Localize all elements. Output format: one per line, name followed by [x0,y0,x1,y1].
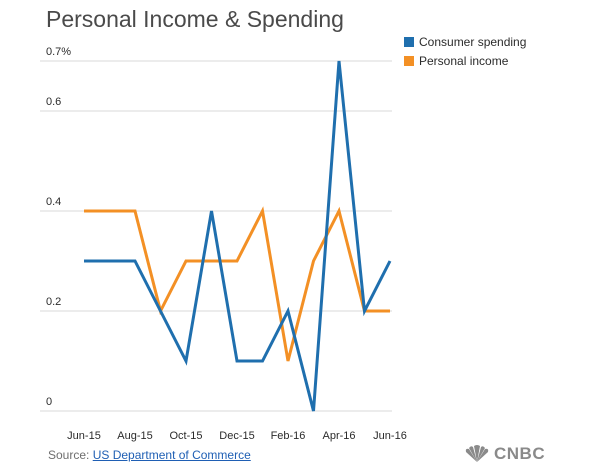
x-tick-label: Dec-15 [219,430,254,442]
cnbc-wordmark: CNBC [494,444,546,463]
legend-swatch [404,37,414,47]
x-tick-label: Aug-15 [117,430,152,442]
source-link[interactable]: US Department of Commerce [92,448,251,462]
plot-area [84,60,392,412]
source-prefix: Source: [48,448,93,462]
y-tick-label: 0.6 [46,96,61,108]
cnbc-logo: CNBC [464,444,545,464]
y-tick-label: 0 [46,396,52,408]
legend: Consumer spending Personal income [404,35,526,68]
x-tick-label: Oct-15 [169,430,202,442]
x-tick-label: Feb-16 [271,430,306,442]
series-line-0 [84,60,392,412]
x-tick-label: Jun-15 [67,430,101,442]
legend-swatch [404,56,414,66]
series-line-1 [84,206,390,362]
chart-title: Personal Income & Spending [46,6,344,32]
y-axis: 0 0.2 0.4 0.6 0.7% [46,46,71,408]
x-tick-label: Jun-16 [373,430,407,442]
y-tick-label: 0.7% [46,46,71,58]
x-axis: Jun-15 Aug-15 Oct-15 Dec-15 Feb-16 Apr-16 Jun-… [67,430,407,442]
peacock-icon [465,445,489,462]
x-tick-label: Apr-16 [322,430,355,442]
source-note: Source: US Department of Commerce [48,448,251,462]
y-tick-label: 0.2 [46,296,61,308]
legend-label: Consumer spending [419,35,526,49]
legend-label: Personal income [419,54,509,68]
y-tick-label: 0.4 [46,196,61,208]
